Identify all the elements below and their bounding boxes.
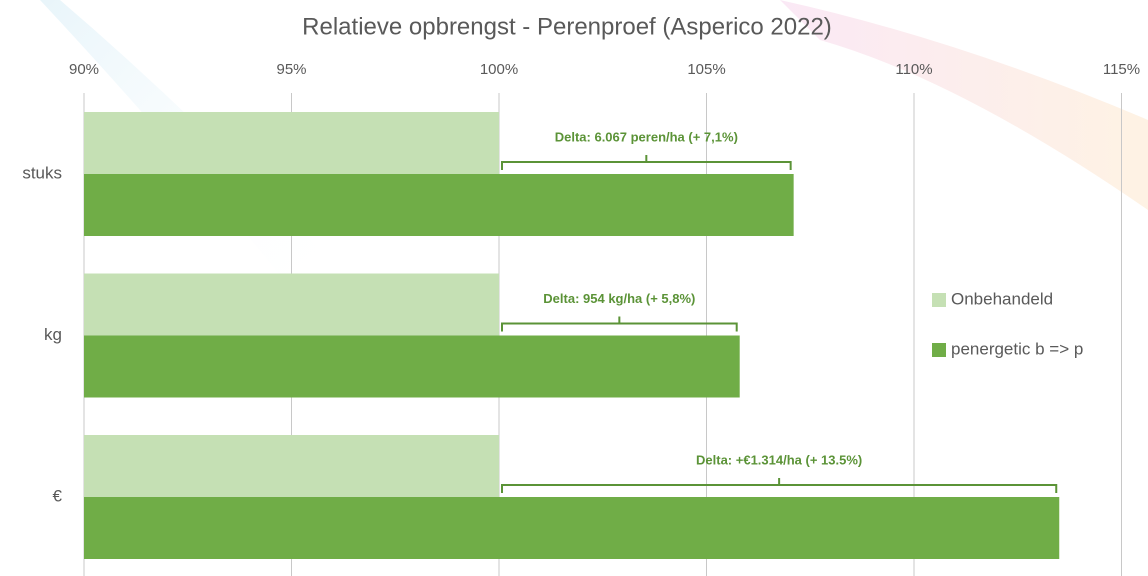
legend-label: Onbehandeld [951, 289, 1053, 308]
chart: Relatieve opbrengst - Perenproef (Asperi… [0, 0, 1148, 576]
x-tick-label: 100% [480, 61, 518, 78]
x-tick-label: 110% [895, 61, 932, 78]
legend-label: penergetic b => p [951, 339, 1083, 358]
delta-bracket [502, 155, 791, 170]
legend-swatch [932, 343, 946, 357]
background-swirl [780, 0, 1148, 210]
x-tick-label: 90% [69, 61, 99, 78]
bar [84, 497, 1059, 559]
bar [84, 274, 499, 336]
delta-bracket [502, 317, 737, 332]
bar [84, 435, 499, 497]
legend-swatch [932, 293, 946, 307]
delta-annotation: Delta: 6.067 peren/ha (+ 7,1%) [555, 129, 738, 144]
bar [84, 174, 794, 236]
bar [84, 336, 740, 398]
x-tick-label: 105% [687, 61, 725, 78]
delta-bracket [502, 478, 1056, 493]
delta-annotation: Delta: 954 kg/ha (+ 5,8%) [543, 291, 695, 306]
x-tick-label: 95% [276, 61, 306, 78]
y-tick-label: € [53, 486, 63, 505]
chart-title: Relatieve opbrengst - Perenproef (Asperi… [302, 13, 832, 40]
y-tick-label: stuks [22, 163, 62, 182]
x-tick-label: 115% [1103, 61, 1140, 78]
delta-annotation: Delta: +€1.314/ha (+ 13.5%) [696, 452, 862, 467]
y-tick-label: kg [44, 325, 62, 344]
bar [84, 112, 499, 174]
